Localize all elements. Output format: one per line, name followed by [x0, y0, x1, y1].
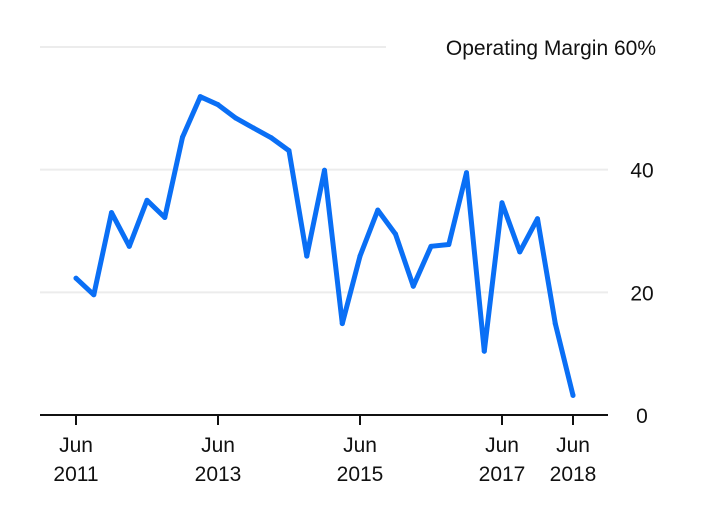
data-point [126, 243, 132, 249]
data-point [109, 210, 114, 216]
data-point [73, 275, 79, 281]
chart-title-label: Operating Margin [446, 37, 614, 60]
x-tick-label-year: 2013 [195, 463, 242, 486]
x-tick-label-month: Jun [556, 434, 590, 457]
x-tick-label-year: 2017 [479, 463, 526, 486]
data-point [570, 392, 576, 398]
x-tick-label-month: Jun [201, 434, 235, 457]
x-tick-label-year: 2015 [337, 463, 384, 486]
data-point [517, 249, 523, 255]
data-point [393, 231, 398, 237]
data-point [410, 283, 416, 289]
data-point [251, 125, 256, 131]
data-point [446, 241, 452, 247]
x-tick-label-year: 2011 [53, 463, 98, 486]
y-axis-ticks: 0 20 40 [630, 160, 653, 428]
data-point [375, 207, 381, 213]
y-tick-label: 40 [630, 160, 653, 183]
data-point [464, 170, 469, 176]
x-tick-label-year: 2018 [550, 463, 597, 486]
data-point [499, 200, 505, 206]
y-tick-label-top: 60% [614, 37, 656, 60]
data-point [304, 253, 310, 259]
x-axis-ticks: Jun 2011 Jun 2013 Jun 2015 Jun 2017 Jun 2018 [53, 415, 596, 486]
data-point [162, 215, 168, 221]
data-point [481, 348, 487, 354]
data-point [91, 292, 97, 298]
data-point [552, 321, 558, 327]
data-point [180, 134, 185, 140]
data-point [233, 115, 239, 121]
x-tick-label-month: Jun [59, 434, 93, 457]
data-point [268, 135, 274, 141]
data-point [215, 102, 221, 108]
series-group [73, 94, 576, 398]
series-line-operating-margin [73, 94, 576, 398]
y-tick-label: 20 [630, 282, 653, 305]
x-tick-label-month: Jun [343, 434, 377, 457]
y-tick-label: 0 [636, 405, 648, 428]
chart-title: Operating Margin 60% [446, 37, 656, 60]
data-point [428, 243, 434, 249]
data-point [144, 197, 150, 203]
data-point [339, 321, 345, 327]
data-point [197, 94, 203, 100]
data-point [322, 167, 327, 173]
data-point [535, 216, 540, 222]
data-point [286, 148, 292, 154]
data-point [357, 253, 363, 259]
x-tick-label-month: Jun [485, 434, 519, 457]
